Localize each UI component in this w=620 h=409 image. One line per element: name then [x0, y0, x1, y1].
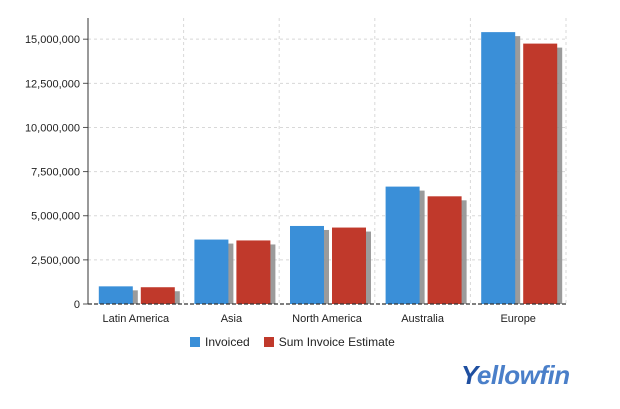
- bar-invoiced: [194, 239, 229, 304]
- x-tick-label: Latin America: [102, 313, 170, 325]
- y-tick-label: 5,000,000: [31, 211, 80, 223]
- logo-text: ellowfin: [476, 360, 570, 390]
- legend-swatch-invoiced: [190, 337, 200, 347]
- bar-sum-invoice-estimate: [236, 240, 271, 304]
- bar-sum-invoice-estimate: [140, 287, 175, 304]
- legend-item-invoiced[interactable]: Invoiced: [190, 335, 250, 349]
- x-tick-label: Australia: [401, 313, 445, 325]
- bar-sum-invoice-estimate: [523, 43, 558, 305]
- y-tick-label: 0: [74, 299, 80, 311]
- legend-item-sum-invoice-estimate[interactable]: Sum Invoice Estimate: [263, 335, 395, 349]
- x-tick-label: North America: [292, 313, 363, 325]
- logo-letter-y: Y: [461, 360, 477, 390]
- bar-invoiced: [385, 186, 420, 304]
- yellowfin-logo: Yellowfin: [461, 360, 570, 391]
- y-tick-label: 15,000,000: [25, 34, 80, 46]
- bar-sum-invoice-estimate: [332, 227, 366, 304]
- bar-invoiced: [290, 225, 324, 304]
- y-tick-label: 12,500,000: [25, 78, 80, 90]
- y-tick-label: 2,500,000: [31, 255, 80, 267]
- bar-invoiced: [481, 32, 516, 305]
- y-tick-label: 7,500,000: [31, 167, 80, 179]
- legend-label-sum-invoice-estimate: Sum Invoice Estimate: [278, 335, 395, 349]
- bar-sum-invoice-estimate: [427, 196, 462, 304]
- legend: Invoiced Sum Invoice Estimate: [190, 335, 409, 349]
- y-tick-label: 10,000,000: [25, 122, 80, 134]
- bar-invoiced: [98, 286, 133, 304]
- legend-swatch-sum-invoice-estimate: [263, 337, 274, 347]
- x-tick-label: Asia: [221, 313, 243, 325]
- legend-label-invoiced: Invoiced: [205, 335, 250, 349]
- x-tick-label: Europe: [500, 313, 535, 325]
